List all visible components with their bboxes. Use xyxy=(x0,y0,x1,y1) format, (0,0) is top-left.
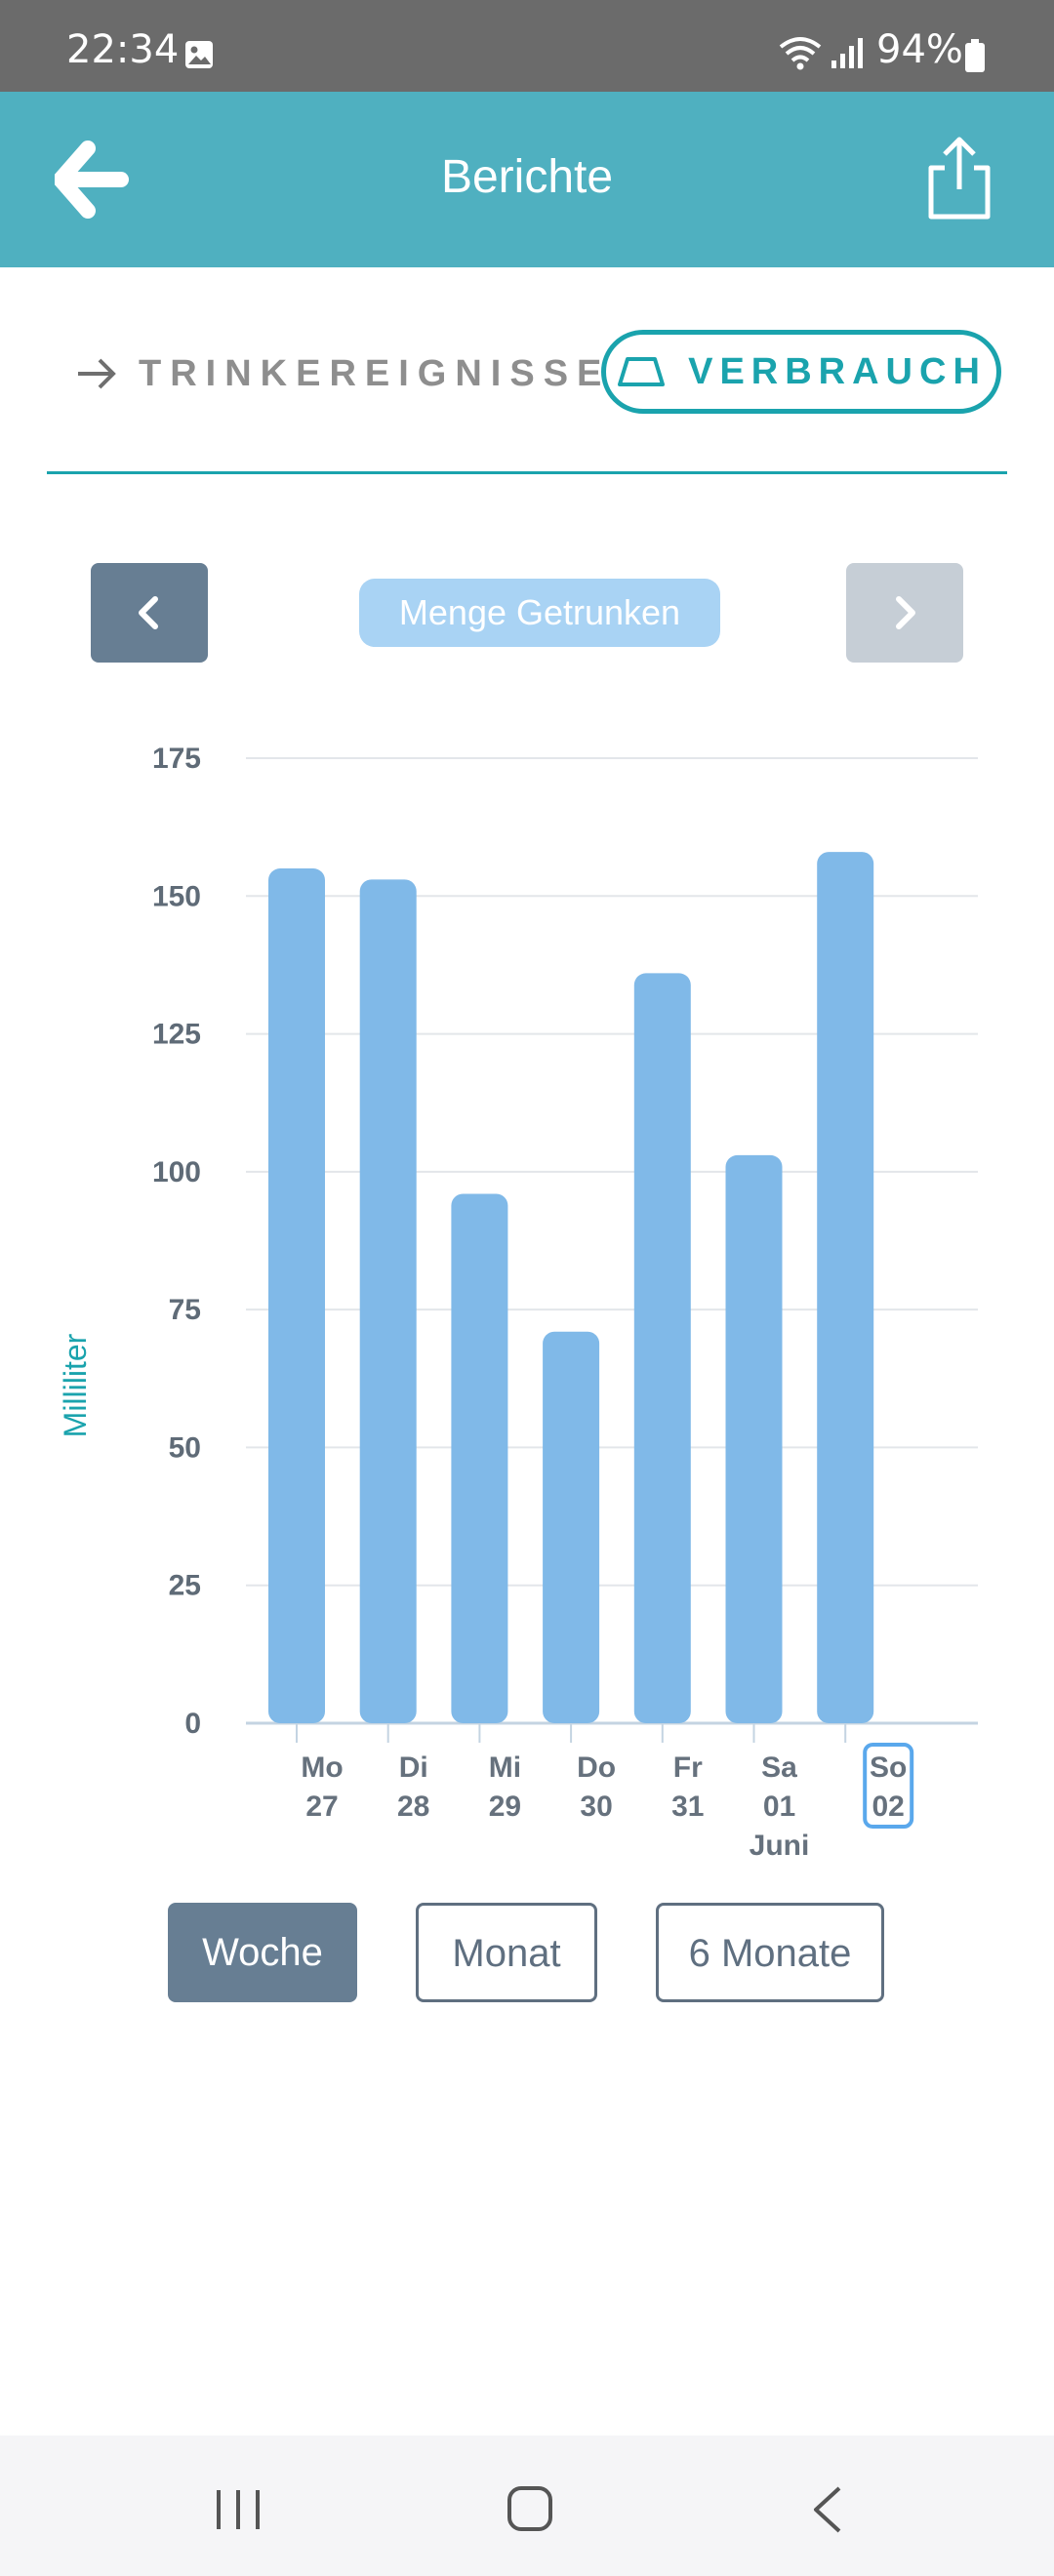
y-tick-label: 150 xyxy=(152,880,201,912)
battery-icon xyxy=(965,39,985,72)
page-title: Berichte xyxy=(440,151,614,203)
chevron-left-icon xyxy=(139,596,158,629)
x-tick-label: 01 xyxy=(763,1791,795,1823)
y-tick-label: 100 xyxy=(152,1156,201,1188)
chart-bar xyxy=(451,1193,508,1723)
arrow-right-icon xyxy=(78,358,116,389)
x-tick-label: 02 xyxy=(872,1791,905,1823)
y-tick-label: 125 xyxy=(152,1019,201,1051)
range-six-months-button[interactable]: 6 Monate xyxy=(656,1903,884,2002)
chart-bar xyxy=(633,973,691,1723)
x-tick-label: 27 xyxy=(305,1791,338,1823)
range-month-button[interactable]: Monat xyxy=(416,1903,597,2002)
x-tick-label: Mo xyxy=(301,1751,343,1784)
x-tick-label: Juni xyxy=(750,1830,810,1862)
y-tick-label: 175 xyxy=(152,743,201,775)
metric-label: Menge Getrunken xyxy=(359,579,720,647)
gallery-icon xyxy=(185,41,213,68)
previous-period-button[interactable] xyxy=(91,563,208,663)
y-tick-label: 75 xyxy=(169,1294,201,1326)
battery-percent: 94% xyxy=(876,27,963,72)
x-tick-label: Fr xyxy=(673,1751,703,1784)
signal-icon xyxy=(831,38,863,68)
chart-bar xyxy=(543,1331,600,1723)
chart-bar xyxy=(359,879,417,1723)
app-header: Berichte xyxy=(0,92,1054,267)
y-tick-label: 0 xyxy=(184,1708,201,1740)
selected-day-highlight xyxy=(863,1743,914,1829)
x-tick-label: 28 xyxy=(397,1791,429,1823)
recent-apps-icon[interactable] xyxy=(213,2486,264,2533)
y-tick-label: 25 xyxy=(169,1570,201,1602)
wifi-icon xyxy=(779,37,822,70)
share-icon[interactable] xyxy=(925,135,993,221)
x-tick-label: 30 xyxy=(580,1791,612,1823)
home-icon[interactable] xyxy=(506,2484,554,2533)
consumption-bar-chart: 175 150 125 100 75 50 25 0 Milliliter Mo 27 Di 28 Mi 2… xyxy=(58,743,978,1862)
system-nav-bar xyxy=(0,2435,1054,2576)
tab-divider xyxy=(47,471,1007,474)
chart-bar xyxy=(817,852,874,1723)
tab-consumption-label: VERBRAUCH xyxy=(688,350,987,392)
x-tick-label: Di xyxy=(399,1751,428,1784)
next-period-button[interactable] xyxy=(846,563,963,663)
status-time: 22:34 xyxy=(66,27,180,72)
range-week-button[interactable]: Woche xyxy=(168,1903,357,2002)
system-back-icon[interactable] xyxy=(810,2484,845,2535)
chart-bar xyxy=(725,1154,783,1723)
cup-icon xyxy=(618,357,666,386)
y-tick-label: 50 xyxy=(169,1431,201,1464)
x-tick-label: Sa xyxy=(761,1751,797,1784)
tab-drink-events-label: TRINKEREIGNISSE xyxy=(139,352,611,394)
chevron-right-icon xyxy=(896,596,915,629)
chart-bar xyxy=(268,868,325,1723)
x-tick-label: Do xyxy=(577,1751,616,1784)
status-bar: 22:34 94% xyxy=(0,0,1054,92)
tab-consumption[interactable]: VERBRAUCH xyxy=(601,330,1001,414)
x-tick-label: 31 xyxy=(671,1791,704,1823)
x-tick-label: 29 xyxy=(489,1791,521,1823)
x-tick-label: So xyxy=(870,1751,907,1784)
back-arrow-icon[interactable] xyxy=(55,141,129,219)
tab-drink-events[interactable]: TRINKEREIGNISSE xyxy=(74,342,610,406)
y-axis-label: Milliliter xyxy=(58,1333,93,1437)
x-tick-label: Mi xyxy=(489,1751,521,1784)
